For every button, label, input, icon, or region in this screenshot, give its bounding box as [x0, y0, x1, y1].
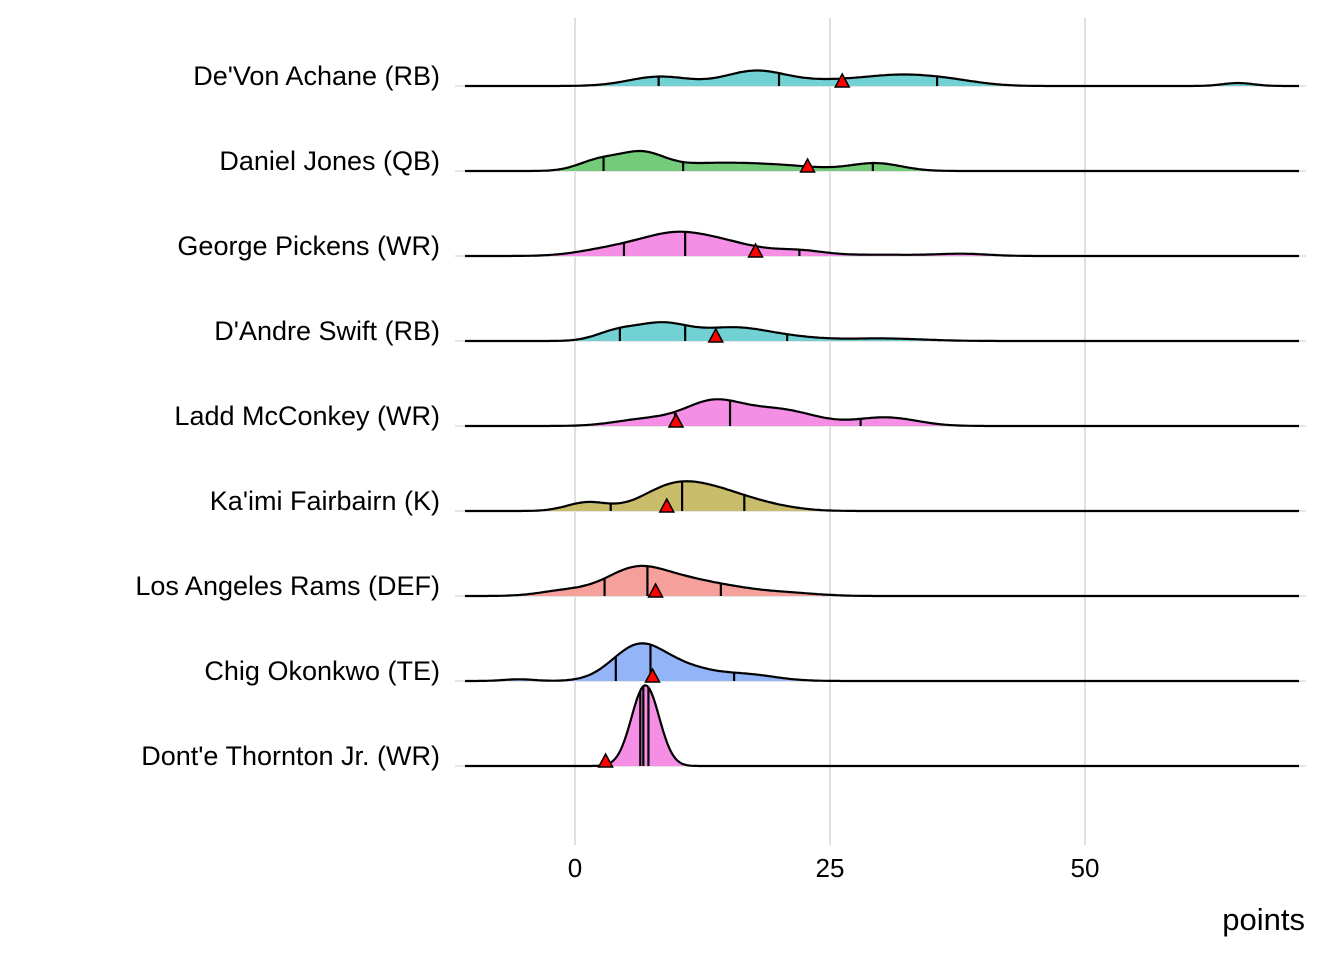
density-fill — [465, 231, 1300, 256]
y-axis-labels: De'Von Achane (RB) Daniel Jones (QB) Georg… — [135, 61, 440, 771]
row-label: Dont'e Thornton Jr. (WR) — [141, 741, 440, 771]
projection-marker — [707, 327, 725, 343]
density-fill — [465, 481, 1300, 511]
projection-marker — [799, 157, 816, 173]
density-fill — [465, 70, 1300, 86]
ridge — [465, 684, 1300, 768]
projection-marker — [747, 242, 764, 258]
ridge — [465, 480, 1300, 513]
row-label: Ladd McConkey (WR) — [174, 401, 440, 431]
density-line — [465, 684, 1299, 768]
density-line — [465, 149, 1299, 173]
projection-marker — [597, 752, 614, 768]
density-fill — [465, 151, 1300, 171]
density-fill — [465, 399, 1300, 426]
ridge — [465, 230, 1300, 258]
x-tick-label: 0 — [568, 853, 582, 883]
row-label: Chig Okonkwo (TE) — [204, 656, 440, 686]
density-line — [465, 642, 1299, 683]
x-axis-title: points — [1222, 902, 1305, 937]
x-axis-ticks: 0 25 50 — [568, 853, 1100, 883]
ridge — [465, 398, 1300, 428]
ridge — [465, 321, 1300, 343]
density-fill — [465, 685, 1300, 766]
projection-marker — [644, 667, 661, 683]
density-fill — [465, 322, 1300, 341]
projection-marker — [647, 582, 664, 598]
density-line — [465, 230, 1299, 258]
row-label: Daniel Jones (QB) — [219, 146, 440, 176]
ridge — [465, 642, 1300, 683]
ridge — [465, 564, 1300, 598]
density-line — [465, 321, 1299, 343]
density-fill — [465, 643, 1300, 681]
x-tick-label: 50 — [1071, 853, 1100, 883]
projection-marker — [833, 72, 851, 88]
row-label: De'Von Achane (RB) — [193, 61, 440, 91]
density-line — [465, 69, 1299, 88]
row-label: George Pickens (WR) — [177, 231, 440, 261]
projection-marker — [658, 497, 676, 513]
ridge — [465, 69, 1300, 88]
density-line — [465, 480, 1299, 513]
row-label: Los Angeles Rams (DEF) — [135, 571, 440, 601]
density-fill — [465, 565, 1300, 596]
ridges — [465, 69, 1300, 768]
row-label: Ka'imi Fairbairn (K) — [210, 486, 440, 516]
row-label: D'Andre Swift (RB) — [214, 316, 440, 346]
gridlines — [455, 18, 1306, 845]
density-line — [465, 564, 1299, 598]
projection-marker — [667, 412, 685, 428]
x-tick-label: 25 — [816, 853, 845, 883]
ridge — [465, 149, 1300, 173]
density-line — [465, 398, 1299, 428]
